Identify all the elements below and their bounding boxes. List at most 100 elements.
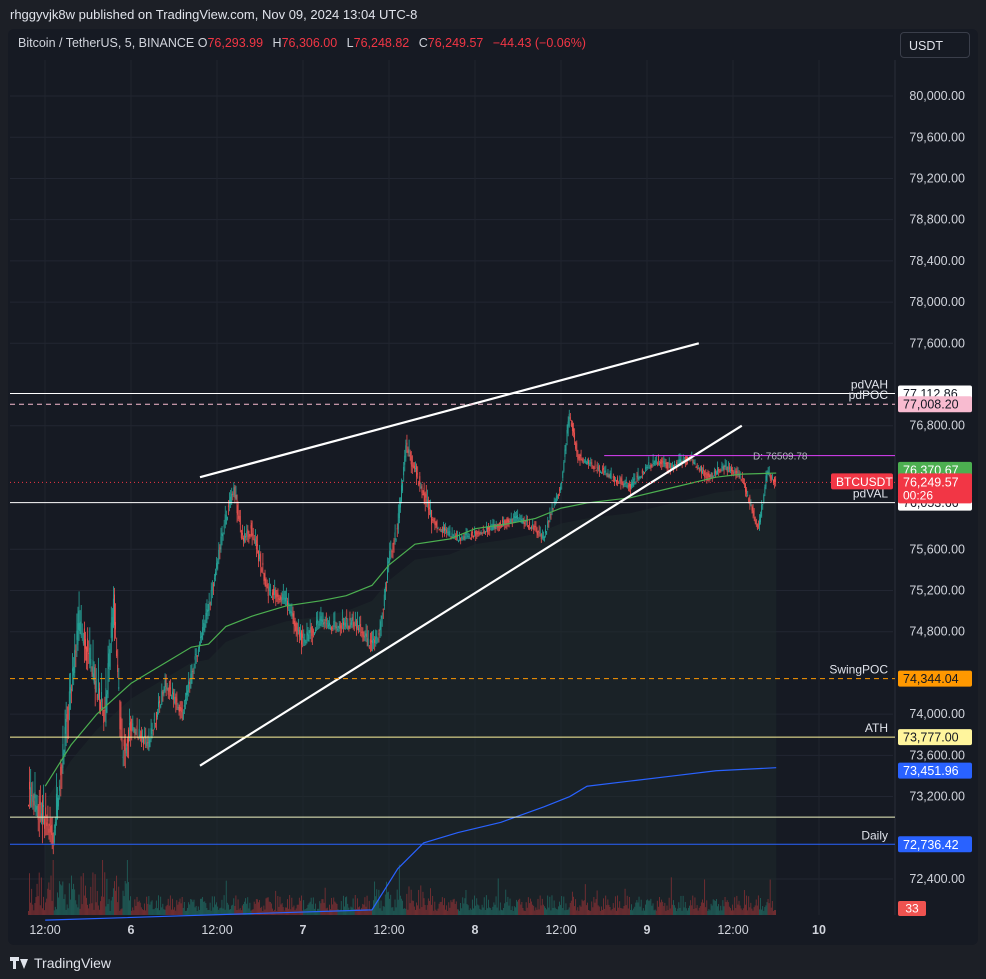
volume-bar: [513, 906, 515, 915]
candle: [75, 644, 77, 668]
candle: [173, 688, 175, 708]
candle: [490, 519, 492, 531]
candle: [351, 613, 353, 628]
volume-bar: [510, 910, 512, 915]
candle-body: [407, 450, 409, 453]
candle-body: [263, 572, 265, 582]
volume-bar: [674, 905, 675, 915]
candle: [286, 587, 287, 606]
volume-bar: [281, 903, 283, 915]
candle-body: [309, 628, 311, 634]
y-tick-label: 78,800.00: [909, 213, 965, 227]
volume-bar: [28, 911, 29, 915]
candle: [298, 626, 300, 644]
volume-bar: [247, 897, 249, 915]
candle-body: [78, 610, 80, 630]
candle-body: [654, 460, 656, 466]
candle: [144, 726, 146, 745]
candle-body: [72, 668, 73, 672]
candle: [312, 628, 314, 638]
candle: [147, 735, 149, 750]
candle: [474, 526, 476, 537]
candle: [401, 478, 402, 504]
candle: [436, 519, 438, 533]
candle: [727, 461, 729, 473]
candle-body: [475, 531, 477, 536]
volume-bar: [762, 906, 764, 915]
volume-bar: [750, 902, 752, 915]
candle: [279, 595, 281, 603]
candle-body: [653, 462, 655, 464]
candle: [356, 611, 358, 631]
candle-body: [215, 572, 216, 577]
volume-bar: [676, 910, 678, 915]
candle-body: [577, 450, 579, 460]
candle-body: [695, 466, 697, 468]
candle: [446, 526, 448, 538]
candle: [130, 715, 132, 747]
candle: [162, 689, 164, 702]
candle-body: [499, 522, 501, 525]
candle: [610, 467, 612, 480]
candle-body: [46, 822, 48, 826]
volume-bar: [177, 904, 179, 915]
volume-bar: [432, 895, 434, 915]
volume-bar: [62, 881, 64, 915]
candle: [120, 701, 122, 741]
candle-body: [364, 636, 366, 638]
candle: [696, 463, 698, 471]
volume-bar: [39, 905, 41, 915]
candle: [365, 623, 367, 643]
candle: [438, 528, 440, 531]
candle: [632, 477, 634, 488]
candle-body: [431, 510, 432, 525]
y-tick-label: 74,000.00: [909, 707, 965, 721]
volume-bar: [259, 900, 260, 915]
volume-bar: [582, 901, 584, 915]
candle-body: [395, 538, 397, 540]
candle-body: [144, 735, 145, 738]
candle: [280, 592, 282, 606]
candle-body: [636, 476, 638, 478]
candle: [489, 525, 491, 536]
candle: [54, 816, 56, 836]
candle: [713, 467, 715, 477]
candle: [645, 464, 646, 473]
candle: [491, 523, 493, 531]
candle-body: [174, 696, 176, 704]
currency-button[interactable]: USDT: [900, 32, 970, 58]
candle-body: [696, 464, 698, 468]
volume-bar: [392, 907, 394, 915]
volume-bar: [200, 898, 201, 915]
candle-body: [590, 462, 592, 464]
candle-body: [102, 707, 104, 709]
volume-bar: [589, 910, 591, 915]
candle: [660, 459, 662, 468]
candle-body: [742, 481, 744, 483]
volume-bar: [484, 909, 486, 915]
candle: [390, 540, 392, 560]
volume-bar: [683, 907, 685, 915]
candle-body: [565, 444, 567, 451]
volume-bar: [725, 902, 727, 915]
candle-body: [416, 465, 417, 477]
candle: [706, 472, 708, 484]
volume-bar: [71, 875, 72, 915]
volume-bar: [559, 901, 560, 915]
candle: [535, 521, 537, 533]
candle: [628, 480, 630, 492]
candle: [464, 532, 466, 541]
candle-body: [651, 465, 653, 467]
candle: [547, 516, 549, 531]
volume-bar: [120, 909, 122, 915]
candle-body: [664, 462, 666, 467]
volume-bar: [748, 896, 750, 915]
candle: [542, 531, 544, 541]
candle-body: [505, 520, 507, 525]
candle: [565, 443, 567, 455]
volume-bar: [686, 910, 688, 915]
candle-body: [143, 737, 144, 745]
candle: [187, 684, 189, 701]
candle: [467, 532, 469, 540]
